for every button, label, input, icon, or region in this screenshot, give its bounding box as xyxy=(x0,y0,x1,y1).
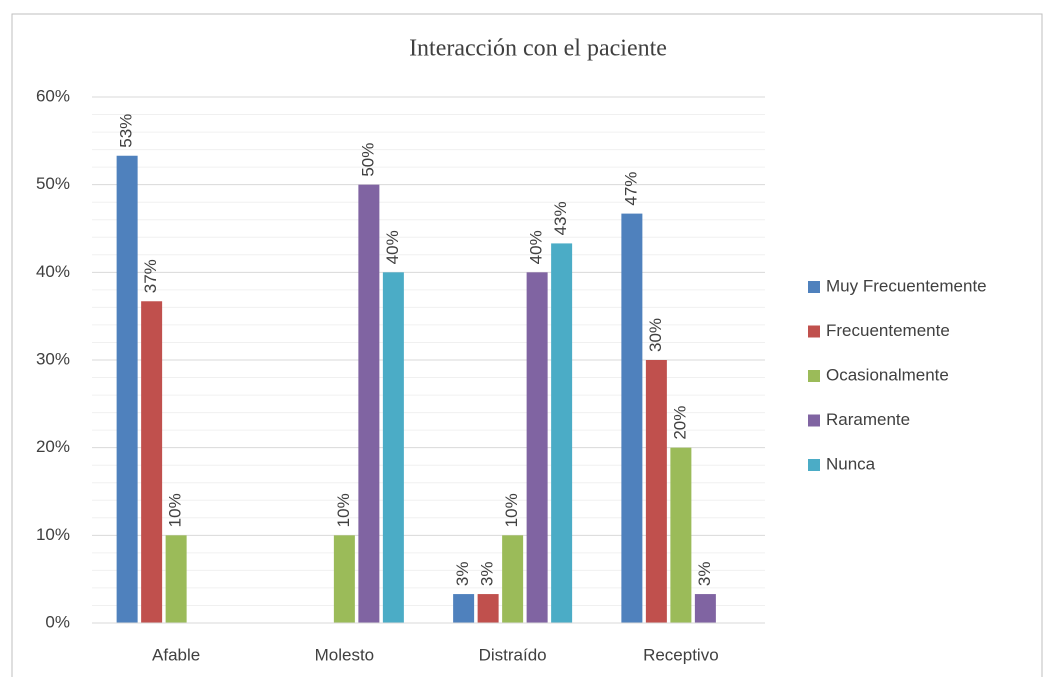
bar xyxy=(477,594,499,623)
y-tick-label: 60% xyxy=(36,86,70,105)
x-tick-label: Distraído xyxy=(479,645,547,664)
data-label: 3% xyxy=(453,561,472,586)
legend-label: Ocasionalmente xyxy=(826,365,949,384)
data-label: 37% xyxy=(141,259,160,293)
bar xyxy=(621,213,643,623)
legend-label: Raramente xyxy=(826,410,910,429)
bar xyxy=(141,301,163,623)
x-tick-label: Afable xyxy=(152,645,200,664)
y-tick-label: 40% xyxy=(36,262,70,281)
data-label: 10% xyxy=(334,493,353,527)
data-label: 10% xyxy=(166,493,185,527)
y-tick-label: 10% xyxy=(36,525,70,544)
legend-swatch xyxy=(808,414,820,427)
bar xyxy=(333,535,355,623)
data-label: 50% xyxy=(358,143,377,177)
bar xyxy=(382,272,404,623)
x-tick-label: Receptivo xyxy=(643,645,719,664)
legend-label: Nunca xyxy=(826,454,876,473)
bar xyxy=(551,243,573,624)
data-label: 3% xyxy=(695,561,714,586)
bar xyxy=(645,360,667,623)
legend-swatch xyxy=(808,370,820,382)
bar xyxy=(116,155,138,623)
y-tick-label: 20% xyxy=(36,437,70,456)
data-label: 40% xyxy=(527,230,546,264)
x-tick-label: Molesto xyxy=(315,645,375,664)
bar xyxy=(694,594,716,623)
legend-swatch xyxy=(808,281,820,293)
data-label: 47% xyxy=(621,172,640,206)
y-tick-label: 30% xyxy=(36,349,70,368)
legend-label: Frecuentemente xyxy=(826,321,950,340)
data-label: 30% xyxy=(646,318,665,352)
data-label: 43% xyxy=(551,201,570,235)
data-label: 10% xyxy=(502,493,521,527)
bar xyxy=(502,535,524,623)
legend-swatch xyxy=(808,325,820,338)
bar xyxy=(526,272,548,623)
data-label: 3% xyxy=(478,561,497,586)
chart-frame xyxy=(11,13,1043,677)
y-tick-label: 0% xyxy=(45,612,70,631)
bar xyxy=(670,447,692,623)
y-tick-label: 50% xyxy=(36,174,70,193)
data-label: 53% xyxy=(117,114,136,148)
bar xyxy=(358,184,380,623)
data-label: 20% xyxy=(670,406,689,440)
legend-swatch xyxy=(808,459,820,471)
bar xyxy=(453,594,475,623)
data-label: 40% xyxy=(383,230,402,264)
chart-title: Interacción con el paciente xyxy=(409,36,667,62)
bar xyxy=(165,535,187,623)
legend-label: Muy Frecuentemente xyxy=(826,276,987,295)
